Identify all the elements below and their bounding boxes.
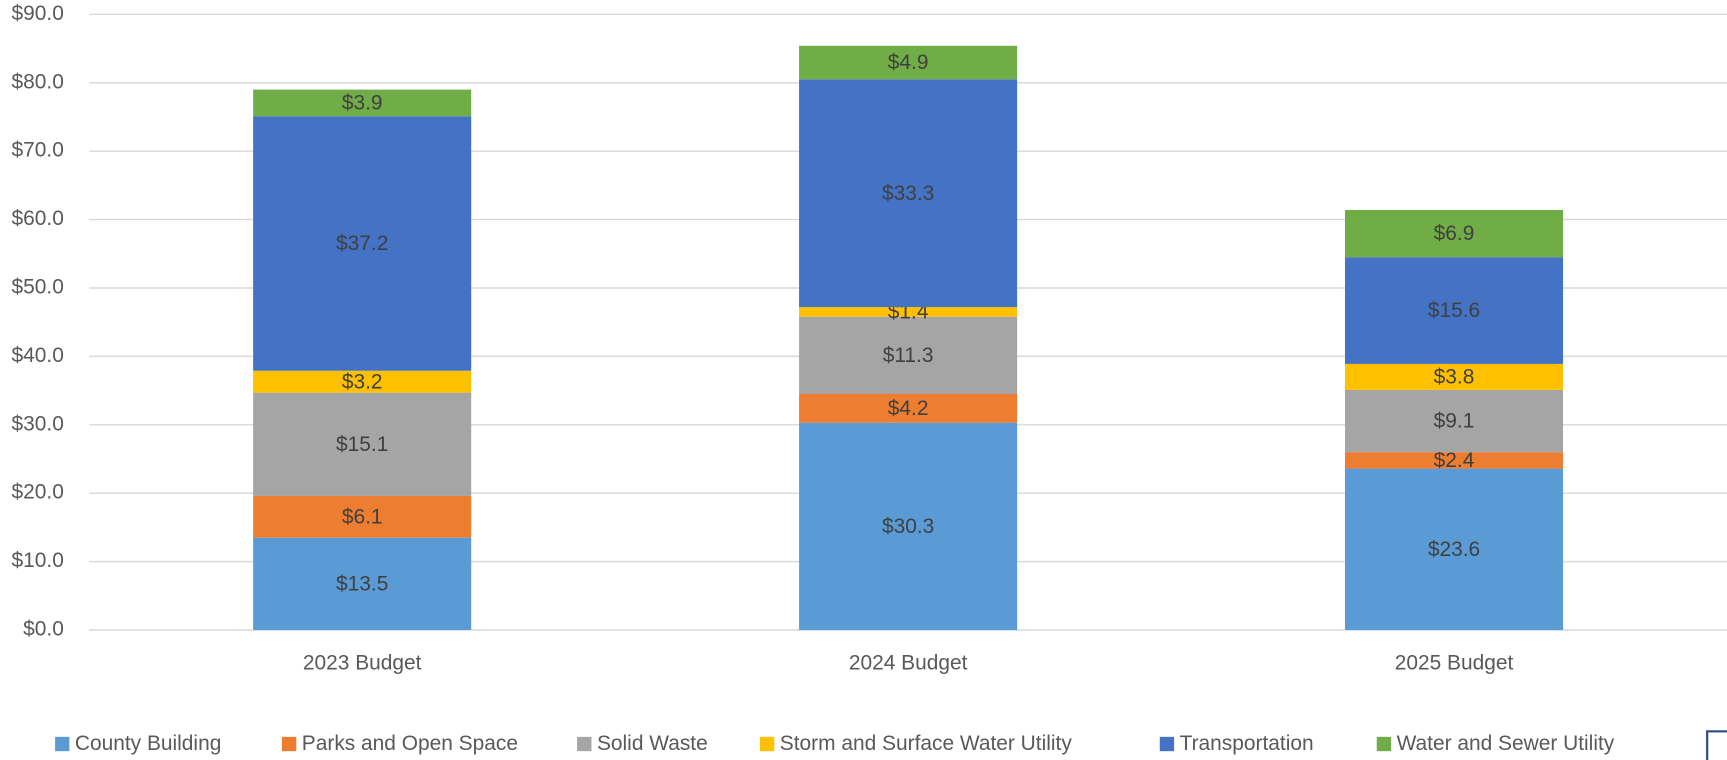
y-tick-label: $40.0 (12, 344, 64, 367)
data-label: $3.9 (342, 92, 383, 115)
bar-segment (1344, 468, 1564, 631)
bar-segment (253, 495, 472, 538)
legend-swatch (759, 736, 775, 752)
bar-segment (253, 392, 472, 496)
y-tick-label: $60.0 (12, 207, 64, 230)
x-tick-label: 2024 Budget (849, 652, 968, 675)
data-label: $3.8 (1434, 366, 1475, 389)
y-tick-label: $0.0 (23, 618, 64, 641)
legend-label: Storm and Surface Water Utility (780, 732, 1073, 755)
bar-segment (1344, 452, 1564, 469)
y-tick-label: $50.0 (12, 276, 64, 299)
bar-segment (253, 116, 472, 371)
legend-swatch (55, 736, 70, 752)
frame-corner (1706, 730, 1727, 760)
bar-segment (799, 316, 1018, 395)
legend-swatch (1159, 736, 1175, 752)
data-label: $15.1 (336, 433, 388, 456)
legend-swatch (1376, 736, 1392, 752)
x-tick-label: 2025 Budget (1395, 652, 1514, 675)
bar-segment (253, 370, 472, 393)
data-label: $30.3 (882, 515, 934, 538)
bar-segment (1344, 209, 1564, 258)
legend-swatch (281, 736, 297, 752)
legend-swatch (577, 736, 592, 752)
legend-label: Parks and Open Space (302, 732, 518, 755)
bar-segment (799, 79, 1018, 308)
bar-segment (1344, 389, 1564, 453)
legend-label: Transportation (1180, 732, 1314, 755)
bar-segment (799, 45, 1018, 80)
y-tick-label: $90.0 (12, 2, 64, 25)
data-label: $3.2 (342, 370, 383, 393)
data-label: $37.2 (336, 232, 388, 255)
data-label: $4.2 (888, 397, 929, 420)
y-tick-label: $30.0 (12, 412, 64, 435)
data-label: $6.9 (1434, 222, 1475, 245)
legend-label: County Building (75, 732, 221, 755)
data-label: $15.6 (1428, 299, 1480, 322)
y-tick-label: $10.0 (12, 549, 64, 572)
y-tick-label: $80.0 (12, 70, 64, 93)
data-label: $2.4 (1434, 449, 1475, 472)
data-label: $23.6 (1428, 538, 1480, 561)
bar-segment (253, 89, 472, 117)
y-tick-label: $70.0 (12, 139, 64, 162)
data-label: $33.3 (882, 182, 934, 205)
data-label: $9.1 (1434, 410, 1475, 433)
bar-segment (799, 422, 1018, 631)
legend-label: Solid Waste (597, 732, 708, 755)
bar-segment (799, 394, 1018, 423)
bar-segment (253, 537, 472, 631)
y-tick-label: $20.0 (12, 481, 64, 504)
data-label: $4.9 (888, 51, 929, 74)
x-tick-label: 2023 Budget (303, 652, 422, 675)
bar-segment (1344, 257, 1564, 364)
data-label: $11.3 (883, 344, 934, 367)
data-label: $13.5 (336, 572, 388, 595)
bar-segment (799, 307, 1018, 317)
bar-segment (1344, 363, 1564, 390)
data-label: $6.1 (342, 505, 383, 528)
legend-label: Water and Sewer Utility (1397, 732, 1615, 755)
